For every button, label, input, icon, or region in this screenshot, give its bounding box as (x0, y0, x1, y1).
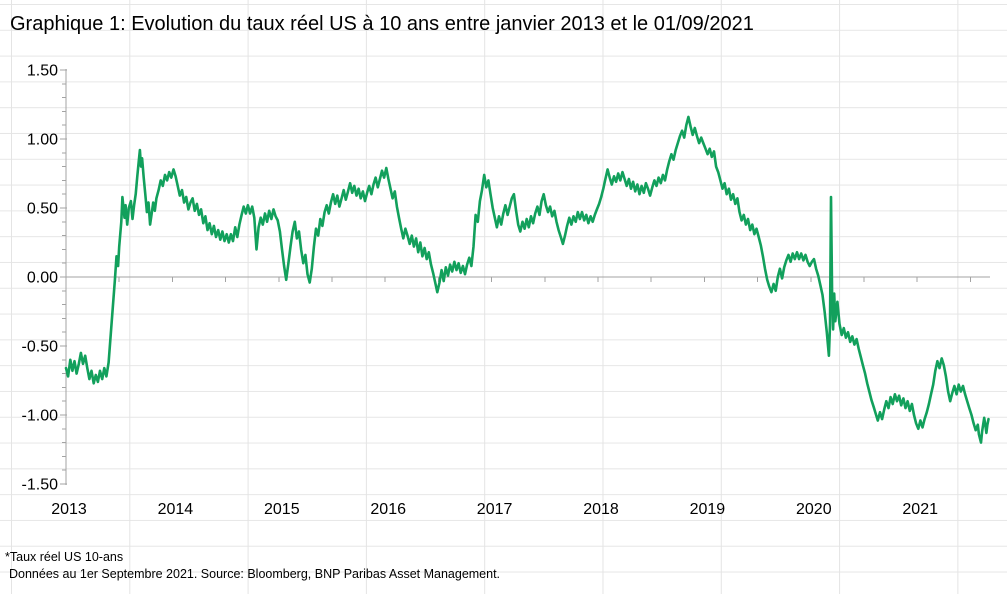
x-axis-label: 2016 (370, 501, 406, 518)
footnote-series-note: *Taux réel US 10-ans (5, 550, 124, 564)
chart-title: Graphique 1: Evolution du taux réel US à… (10, 13, 754, 35)
x-axis-label: 2018 (583, 501, 619, 518)
y-axis-label: -1.50 (22, 477, 59, 494)
y-axis-label: 0.00 (27, 270, 58, 287)
x-axis-label: 2019 (690, 501, 726, 518)
x-axis-label: 2014 (158, 501, 194, 518)
y-axis-label: 0.50 (27, 201, 58, 218)
series-line-taux-reel-us-10-ans (64, 115, 990, 444)
x-axis-label: 2013 (51, 501, 87, 518)
y-axis-label: -1.00 (22, 408, 59, 425)
y-axis-label: -0.50 (22, 339, 59, 356)
x-axis-label: 2021 (902, 501, 938, 518)
footnote-source-note: Données au 1er Septembre 2021. Source: B… (9, 567, 501, 581)
y-axis-label: 1.00 (27, 132, 58, 149)
x-axis-label: 2017 (477, 501, 513, 518)
chart-footnote: *Taux réel US 10-ans Données au 1er Sept… (5, 549, 500, 583)
x-axis-label: 2015 (264, 501, 300, 518)
x-axis-label: 2020 (796, 501, 832, 518)
y-axis-label: 1.50 (27, 63, 58, 80)
